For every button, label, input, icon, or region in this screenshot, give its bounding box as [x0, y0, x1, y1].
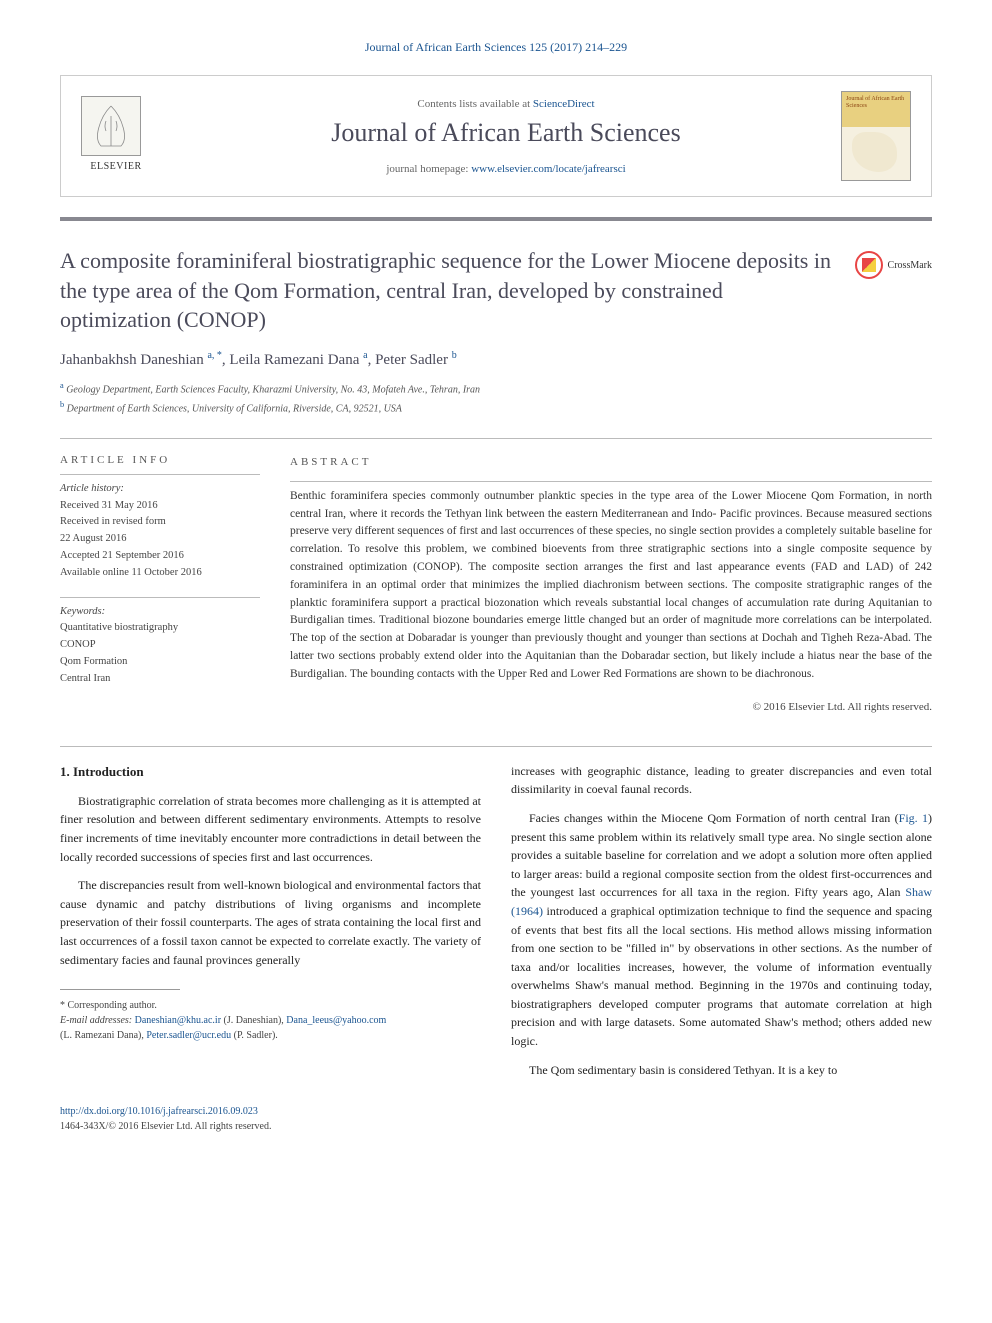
- body-paragraph: The discrepancies result from well-known…: [60, 876, 481, 969]
- keyword: Quantitative biostratigraphy: [60, 620, 260, 637]
- email-label: E-mail addresses:: [60, 1015, 135, 1026]
- homepage-link[interactable]: www.elsevier.com/locate/jafrearsci: [471, 163, 625, 175]
- publisher-name: ELSEVIER: [81, 161, 151, 172]
- email-person: (P. Sadler).: [231, 1030, 278, 1041]
- body-paragraph: Facies changes within the Miocene Qom Fo…: [511, 809, 932, 1051]
- elsevier-tree-icon: [81, 96, 141, 156]
- affiliations: a Geology Department, Earth Sciences Fac…: [60, 379, 932, 418]
- keyword: Qom Formation: [60, 654, 260, 671]
- journal-header: ELSEVIER Contents lists available at Sci…: [60, 75, 932, 197]
- body-content: 1. Introduction Biostratigraphic correla…: [60, 762, 932, 1090]
- email-person: (J. Daneshian),: [221, 1015, 286, 1026]
- contents-available: Contents lists available at ScienceDirec…: [171, 98, 841, 110]
- crossmark-badge[interactable]: CrossMark: [855, 251, 932, 279]
- contents-prefix: Contents lists available at: [417, 98, 532, 110]
- keyword: CONOP: [60, 637, 260, 654]
- article-title: A composite foraminiferal biostratigraph…: [60, 246, 932, 335]
- revised-label: Received in revised form: [60, 514, 260, 531]
- sciencedirect-link[interactable]: ScienceDirect: [533, 98, 595, 110]
- email-link[interactable]: Daneshian@khu.ac.ir: [135, 1015, 221, 1026]
- online-date: Available online 11 October 2016: [60, 565, 260, 582]
- doi-link[interactable]: http://dx.doi.org/10.1016/j.jafrearsci.2…: [60, 1106, 258, 1117]
- keywords-block: Keywords: Quantitative biostratigraphy C…: [60, 604, 260, 688]
- keywords-label: Keywords:: [60, 604, 260, 621]
- abstract-heading: ABSTRACT: [290, 454, 932, 471]
- keyword: Central Iran: [60, 671, 260, 688]
- email-person: (L. Ramezani Dana),: [60, 1030, 146, 1041]
- cover-map-icon: [852, 132, 897, 172]
- abstract-copyright: © 2016 Elsevier Ltd. All rights reserved…: [290, 699, 932, 716]
- revised-date: 22 August 2016: [60, 531, 260, 548]
- journal-title: Journal of African Earth Sciences: [171, 118, 841, 148]
- journal-cover-thumbnail: Journal of African Earth Sciences: [841, 91, 911, 181]
- affiliation-a: a Geology Department, Earth Sciences Fac…: [60, 379, 932, 398]
- top-citation: Journal of African Earth Sciences 125 (2…: [60, 40, 932, 55]
- email-addresses: E-mail addresses: Daneshian@khu.ac.ir (J…: [60, 1013, 481, 1043]
- body-paragraph: increases with geographic distance, lead…: [511, 762, 932, 799]
- abstract-text: Benthic foraminifera species commonly ou…: [290, 488, 932, 684]
- section-heading-introduction: 1. Introduction: [60, 762, 481, 782]
- article-info-heading: ARTICLE INFO: [60, 454, 260, 466]
- left-column: 1. Introduction Biostratigraphic correla…: [60, 762, 481, 1090]
- affiliation-b: b Department of Earth Sciences, Universi…: [60, 398, 932, 417]
- issn-copyright: 1464-343X/© 2016 Elsevier Ltd. All right…: [60, 1121, 271, 1132]
- divider: [60, 746, 932, 747]
- divider: [60, 438, 932, 439]
- journal-homepage: journal homepage: www.elsevier.com/locat…: [171, 163, 841, 175]
- crossmark-label: CrossMark: [888, 260, 932, 271]
- corresponding-author-note: * Corresponding author.: [60, 998, 481, 1013]
- accepted-date: Accepted 21 September 2016: [60, 548, 260, 565]
- body-paragraph: Biostratigraphic correlation of strata b…: [60, 792, 481, 866]
- authors: Jahanbakhsh Daneshian a, *, Leila Rameza…: [60, 350, 932, 369]
- article-info: ARTICLE INFO Article history: Received 3…: [60, 454, 260, 716]
- history-label: Article history:: [60, 481, 260, 498]
- email-link[interactable]: Dana_leeus@yahoo.com: [286, 1015, 386, 1026]
- footnote-divider: [60, 989, 180, 990]
- homepage-prefix: journal homepage:: [386, 163, 471, 175]
- cover-journal-label: Journal of African Earth Sciences: [846, 96, 910, 109]
- right-column: increases with geographic distance, lead…: [511, 762, 932, 1090]
- email-link[interactable]: Peter.sadler@ucr.edu: [146, 1030, 231, 1041]
- title-separator-bar: [60, 217, 932, 221]
- page-footer: http://dx.doi.org/10.1016/j.jafrearsci.2…: [60, 1104, 932, 1134]
- received-date: Received 31 May 2016: [60, 498, 260, 515]
- body-paragraph: The Qom sedimentary basin is considered …: [511, 1061, 932, 1080]
- crossmark-icon: [855, 251, 883, 279]
- publisher-logo: ELSEVIER: [81, 96, 151, 176]
- footnotes: * Corresponding author. E-mail addresses…: [60, 998, 481, 1043]
- abstract: ABSTRACT Benthic foraminifera species co…: [290, 454, 932, 716]
- article-history: Article history: Received 31 May 2016 Re…: [60, 481, 260, 582]
